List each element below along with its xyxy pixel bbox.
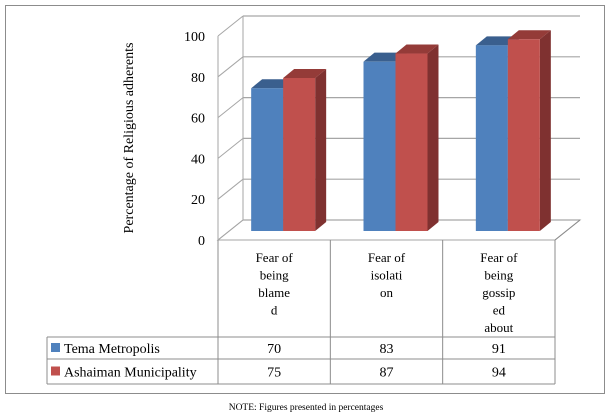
x-category-label: on [380, 285, 394, 300]
data-table-value: 70 [267, 342, 281, 357]
bar-tema [363, 61, 396, 232]
bar-side [427, 44, 439, 231]
chart-frame [5, 5, 605, 394]
side-gridline [217, 138, 244, 159]
side-gridline [217, 97, 244, 118]
bar-side [315, 69, 327, 231]
legend-swatch [51, 366, 60, 376]
table-line [554, 219, 581, 241]
bar-ashaiman [283, 78, 316, 231]
side-gridline [217, 56, 244, 78]
x-category-label: about [484, 320, 513, 335]
data-table-value: 91 [492, 342, 506, 357]
y-tick-label: 0 [198, 234, 205, 249]
x-category-label: Fear of [256, 250, 294, 265]
x-category-label: ed [493, 303, 506, 318]
x-category-label: being [484, 268, 513, 283]
side-gridline [217, 15, 244, 37]
legend-swatch [51, 343, 60, 352]
bar-ashaiman [507, 39, 540, 231]
legend-label: Ashaiman Municipality [64, 366, 197, 381]
x-category-label: d [271, 303, 278, 318]
x-category-label: being [260, 268, 289, 283]
note-caption: NOTE: Figures presented in percentages [228, 403, 384, 413]
bar-top [395, 44, 439, 54]
bar-tema [251, 88, 284, 231]
y-tick-label: 100 [184, 30, 205, 45]
bar-tema [475, 45, 508, 231]
y-tick-label: 20 [191, 193, 205, 208]
x-category-label: Fear of [480, 250, 518, 265]
bar-top [507, 30, 551, 40]
data-table-value: 87 [380, 366, 394, 381]
x-category-label: blame [258, 285, 290, 300]
legend-label: Tema Metropolis [64, 342, 160, 357]
y-tick-label: 60 [191, 112, 205, 127]
x-category-label: Fear of [368, 250, 406, 265]
side-gridline [217, 178, 244, 200]
data-table-value: 83 [380, 342, 394, 357]
bar-side [539, 30, 551, 231]
x-category-label: isolati [371, 268, 403, 283]
chart: 0 20 40 60 80 100 Percentage of Religious adhe… [46, 15, 582, 385]
y-tick-label: 80 [191, 71, 205, 86]
y-axis-title: Percentage of Religious adherents [122, 43, 137, 234]
data-table-value: 94 [492, 366, 506, 381]
y-tick-label: 40 [191, 152, 205, 167]
bar-ashaiman [395, 53, 428, 231]
data-table-value: 75 [267, 366, 281, 381]
x-category-label: gossip [482, 285, 515, 300]
bar-top [283, 69, 327, 78]
